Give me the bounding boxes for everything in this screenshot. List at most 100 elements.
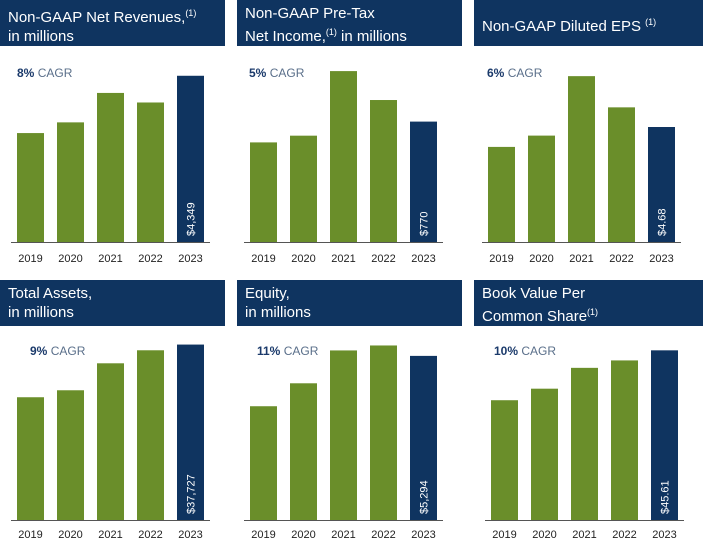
cagr-value: 5% (249, 66, 267, 80)
x-tick-label: 2020 (58, 253, 82, 265)
x-tick-label: 2019 (251, 529, 275, 540)
x-tick-label: 2019 (18, 529, 42, 540)
x-tick-label: 2020 (529, 253, 553, 265)
bar-2023 (410, 121, 437, 242)
chart-panel-pretax-income: Non-GAAP Pre-Tax Net Income,(1) in milli… (237, 0, 463, 270)
cagr-value: 8% (17, 66, 35, 80)
bar-2019 (17, 397, 44, 520)
bar-value-label: $5,294 (419, 480, 431, 514)
cagr-text: CAGR (269, 66, 305, 80)
x-tick-label: 2022 (138, 529, 162, 540)
bar-2019 (250, 406, 277, 520)
x-tick-label: 2020 (58, 529, 82, 540)
bar-2022 (370, 100, 397, 242)
cagr-label: 8% CAGR (17, 66, 72, 80)
x-tick-label: 2022 (138, 253, 162, 265)
bar-2022 (137, 102, 164, 242)
cagr-value: 6% (487, 66, 505, 80)
cagr-text: CAGR (50, 344, 86, 358)
bar-2019 (250, 142, 277, 242)
bar-value-label: $4.68 (657, 208, 669, 236)
x-tick-label: 2023 (178, 529, 202, 540)
chart-title-line-1: Equity, (245, 285, 290, 302)
bar-2019 (17, 133, 44, 242)
chart-title-line-2: in millions (8, 304, 74, 321)
bar-2020 (57, 122, 84, 242)
bar-2022 (137, 350, 164, 520)
bar-chart: 2019 2020 2021 2022 2023 $45.61 (485, 350, 684, 540)
chart-panel-net-revenues: Non-GAAP Net Revenues,(1) in millions 8%… (0, 0, 226, 270)
chart-title-line-1: Non-GAAP Diluted EPS (482, 18, 641, 35)
x-tick-label: 2019 (492, 529, 516, 540)
chart-title-line-1: Non-GAAP Net Revenues, (8, 9, 186, 26)
bar-2023 (177, 75, 204, 243)
cagr-label: 6% CAGR (487, 66, 542, 80)
bar-2020 (57, 390, 84, 520)
bar-value-label: $4,349 (186, 202, 198, 236)
x-tick-label: 2023 (411, 253, 435, 265)
chart-title-line-1: Book Value Per (482, 285, 586, 302)
bar-2023 (410, 355, 437, 520)
cagr-text: CAGR (283, 344, 319, 358)
footnote-marker: (1) (185, 8, 197, 18)
x-tick-label: 2023 (411, 529, 435, 540)
bar-2020 (290, 135, 317, 242)
bar-2020 (290, 383, 317, 520)
cagr-label: 9% CAGR (30, 344, 85, 358)
cagr-value: 11% (257, 344, 281, 358)
cagr-label: 10% CAGR (494, 344, 556, 358)
x-tick-label: 2021 (572, 529, 596, 540)
bar-2021 (330, 71, 357, 242)
bar-2021 (568, 76, 595, 243)
chart-title-line-2: in millions (245, 304, 311, 321)
chart-panel-equity: Equity, in millions 11% CAGR 2019 2020 202… (237, 280, 463, 540)
chart-title: Total Assets, in millions (0, 280, 225, 326)
bar-2020 (531, 388, 558, 520)
footnote-marker: (1) (325, 27, 337, 37)
x-tick-label: 2021 (331, 529, 355, 540)
x-tick-label: 2020 (291, 253, 315, 265)
chart-title-line-1: Total Assets, (8, 285, 93, 302)
x-tick-label: 2023 (178, 253, 202, 265)
x-tick-label: 2021 (98, 253, 122, 265)
x-tick-label: 2020 (291, 529, 315, 540)
chart-title: Book Value Per Common Share(1) (474, 280, 703, 326)
chart-title-line-2: Net Income, (245, 28, 326, 45)
chart-title-line-2: Common Share (482, 308, 588, 325)
bar-chart: 2019 2020 2021 2022 2023 $37,727 (11, 344, 210, 540)
x-tick-label: 2022 (371, 529, 395, 540)
bar-value-label: $37,727 (186, 474, 198, 514)
chart-title: Non-GAAP Pre-Tax Net Income,(1) in milli… (237, 0, 462, 46)
x-tick-label: 2022 (612, 529, 636, 540)
chart-title-line-1: Non-GAAP Pre-Tax (245, 5, 375, 22)
cagr-text: CAGR (37, 66, 73, 80)
x-tick-label: 2023 (652, 529, 676, 540)
x-tick-label: 2023 (649, 253, 673, 265)
cagr-label: 11% CAGR (257, 344, 318, 358)
cagr-text: CAGR (521, 344, 557, 358)
x-tick-label: 2022 (609, 253, 633, 265)
chart-title: Equity, in millions (237, 280, 462, 326)
bar-2022 (370, 345, 397, 520)
bar-2021 (330, 350, 357, 520)
bar-chart: 2019 2020 2021 2022 2023 $4,349 (11, 75, 210, 265)
bar-2023 (177, 344, 204, 520)
x-tick-label: 2019 (251, 253, 275, 265)
bar-chart: 2019 2020 2021 2022 2023 $5,294 (244, 345, 443, 540)
cagr-value: 9% (30, 344, 48, 358)
bar-chart: 2019 2020 2021 2022 2023 $4.68 (482, 76, 681, 265)
footnote-marker: (1) (587, 307, 599, 317)
x-tick-label: 2021 (569, 253, 593, 265)
chart-title-line-2: in millions (8, 28, 74, 45)
x-tick-label: 2020 (532, 529, 556, 540)
x-tick-label: 2021 (98, 529, 122, 540)
bar-2021 (97, 92, 124, 242)
bar-2019 (491, 400, 518, 520)
chart-panel-total-assets: Total Assets, in millions 9% CAGR 2019 20… (0, 280, 226, 540)
bar-2023 (648, 127, 675, 242)
bar-2022 (608, 107, 635, 242)
chart-panel-diluted-eps: Non-GAAP Diluted EPS (1) 6% CAGR 2019 202… (474, 0, 703, 270)
bar-value-label: $45.61 (660, 480, 672, 514)
x-tick-label: 2019 (18, 253, 42, 265)
bar-2019 (488, 146, 515, 242)
